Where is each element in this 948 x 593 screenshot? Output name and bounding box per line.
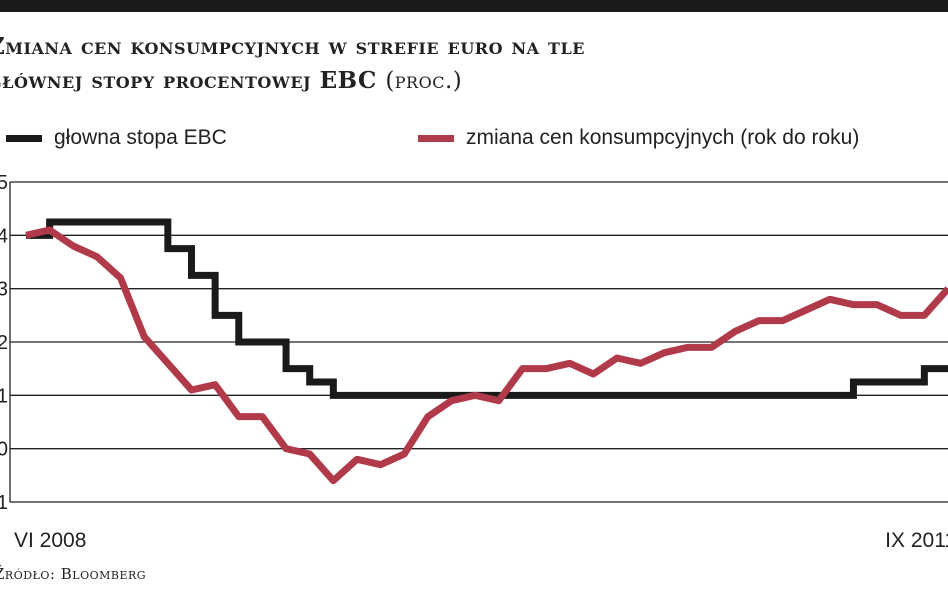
y-tick-label: 3: [0, 279, 8, 301]
chart-title-line1: Zmiana cen konsumpcyjnych w strefie euro…: [0, 33, 585, 60]
legend-item-policy-rate: głowna stopa EBC: [6, 126, 227, 150]
y-tick-label: 4: [0, 225, 8, 247]
y-tick-label: -1: [0, 492, 8, 514]
x-tick-label: VI 2008: [14, 529, 86, 552]
legend-item-inflation: zmiana cen konsumpcyjnych (rok do roku): [418, 126, 859, 150]
chart-title-unit: (proc.): [385, 68, 463, 94]
legend-swatch-policy-rate: [6, 134, 42, 142]
series-line-policy-rate: [26, 218, 948, 399]
source-note: Źródło: Bloomberg: [0, 565, 147, 583]
chart-title-line2: głównej stopy procentowej EBC: [0, 67, 377, 94]
chart-title: Zmiana cen konsumpcyjnych w strefie euro…: [0, 30, 585, 98]
legend-label-inflation: zmiana cen konsumpcyjnych (rok do roku): [466, 126, 860, 149]
top-bar: [0, 0, 948, 12]
y-tick-label: 2: [0, 332, 8, 354]
y-tick-label: 1: [0, 385, 8, 407]
y-tick-label: 5: [0, 172, 8, 194]
legend-label-policy-rate: głowna stopa EBC: [54, 126, 227, 149]
series-line-inflation: [25, 226, 948, 485]
legend: głowna stopa EBC zmiana cen konsumpcyjny…: [0, 126, 948, 156]
x-tick-label: IX 2011: [885, 529, 948, 552]
legend-swatch-inflation: [418, 134, 454, 142]
y-tick-label: 0: [0, 439, 8, 461]
line-chart: -1 0 1 2 3 4 5 VI 2008 IX 2011: [0, 172, 948, 552]
